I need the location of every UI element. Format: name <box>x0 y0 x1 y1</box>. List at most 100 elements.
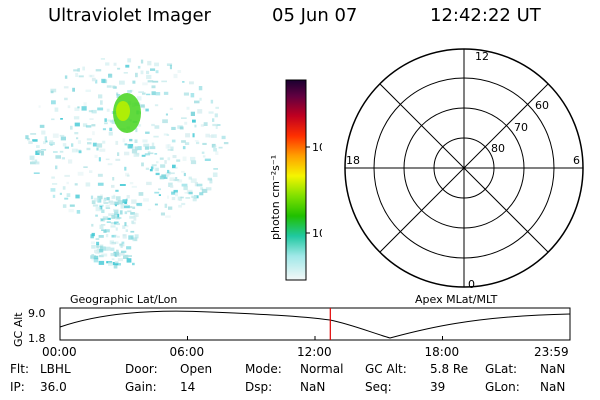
emission-speckle <box>32 139 38 142</box>
lat-label-60: 60 <box>535 99 549 112</box>
emission-speckle <box>99 246 106 251</box>
emission-speckle <box>155 172 160 176</box>
date-label: 05 Jun 07 <box>272 5 358 26</box>
emission-speckle <box>140 104 145 108</box>
emission-speckle <box>190 178 197 183</box>
emission-speckle <box>180 196 184 199</box>
emission-speckle <box>167 149 173 151</box>
emission-speckle <box>133 153 140 157</box>
emission-speckle <box>181 202 186 206</box>
emission-speckle <box>115 158 121 161</box>
emission-speckle <box>103 199 106 203</box>
emission-speckle <box>115 227 118 231</box>
emission-speckle <box>213 147 217 152</box>
info-value: 14 <box>180 380 196 394</box>
emission-speckle <box>215 151 219 155</box>
info-value: 39 <box>430 380 446 394</box>
colorbar-tick-label-100: 100 <box>312 141 322 154</box>
emission-speckle <box>204 158 211 161</box>
emission-speckle <box>50 143 53 146</box>
emission-speckle <box>86 138 92 141</box>
emission-speckle <box>135 72 138 78</box>
emission-speckle <box>165 172 170 177</box>
emission-speckle <box>125 229 128 232</box>
emission-speckle <box>75 73 79 77</box>
emission-speckle <box>192 197 197 202</box>
emission-speckle <box>55 155 61 159</box>
emission-speckle <box>113 251 119 256</box>
emission-speckle <box>144 146 149 150</box>
emission-speckle <box>205 187 212 191</box>
emission-speckle <box>77 171 84 176</box>
emission-speckle <box>94 249 100 253</box>
emission-speckle <box>175 177 178 179</box>
emission-speckle <box>215 106 219 109</box>
emission-speckle <box>99 204 104 207</box>
info-value: NaN <box>540 380 566 394</box>
emission-speckle <box>217 124 221 126</box>
orbit-plot: Geographic Lat/Lon Apex MLat/MLT GC Alt … <box>12 293 571 359</box>
emission-speckle <box>130 206 133 209</box>
emission-speckle <box>196 183 203 187</box>
info-label: GLon: <box>485 380 520 394</box>
emission-speckle <box>35 161 40 165</box>
emission-speckle <box>62 186 66 190</box>
emission-speckle <box>38 105 41 108</box>
emission-speckle <box>59 134 65 137</box>
emission-speckle <box>142 92 146 95</box>
emission-speckle <box>152 80 159 83</box>
emission-speckle <box>96 143 103 148</box>
emission-speckle <box>82 123 88 127</box>
emission-speckle <box>125 172 129 177</box>
emission-speckle <box>184 121 188 125</box>
emission-speckle <box>71 143 74 147</box>
emission-speckle <box>52 133 59 138</box>
emission-speckle <box>183 92 189 96</box>
emission-speckle <box>120 251 125 256</box>
emission-speckle <box>49 140 54 144</box>
emission-speckle <box>132 146 138 150</box>
emission-speckle <box>28 141 33 144</box>
emission-speckle <box>111 215 116 219</box>
emission-speckle <box>124 211 128 215</box>
emission-speckle <box>124 166 127 171</box>
emission-speckle <box>144 153 151 156</box>
emission-speckle <box>90 75 93 78</box>
emission-speckle <box>196 141 200 145</box>
emission-speckle <box>146 74 152 80</box>
emission-speckle <box>113 264 118 269</box>
emission-speckle <box>151 164 157 167</box>
emission-speckle <box>123 72 128 74</box>
colorbar: 100 10 photon cm⁻²s⁻¹ <box>269 79 322 281</box>
emission-speckle <box>70 125 73 130</box>
emission-speckle <box>44 136 47 141</box>
emission-speckle <box>163 133 169 136</box>
emission-speckle <box>121 250 127 253</box>
emission-speckle <box>145 131 150 134</box>
emission-speckle <box>66 181 69 185</box>
emission-speckle <box>76 210 81 214</box>
info-value: NaN <box>540 362 566 376</box>
emission-speckle <box>111 258 115 260</box>
emission-speckle <box>190 111 195 116</box>
emission-speckle <box>200 187 204 190</box>
info-label: Flt: <box>10 362 29 376</box>
info-label: GLat: <box>485 362 518 376</box>
emission-speckle <box>53 151 58 153</box>
emission-speckle <box>68 159 73 164</box>
emission-speckle <box>194 140 199 142</box>
emission-speckle <box>119 80 125 85</box>
emission-speckle <box>52 194 56 198</box>
emission-speckle <box>218 146 223 149</box>
emission-speckle <box>115 140 119 145</box>
emission-speckle <box>158 188 161 191</box>
emission-speckle <box>207 177 212 181</box>
emission-speckle <box>194 124 197 128</box>
emission-speckle <box>133 216 137 221</box>
info-label: GC Alt: <box>365 362 407 376</box>
emission-speckle <box>116 252 121 257</box>
emission-speckle <box>131 220 134 224</box>
emission-speckle <box>111 234 117 238</box>
info-label: IP: <box>10 380 25 394</box>
emission-speckle <box>175 192 178 197</box>
